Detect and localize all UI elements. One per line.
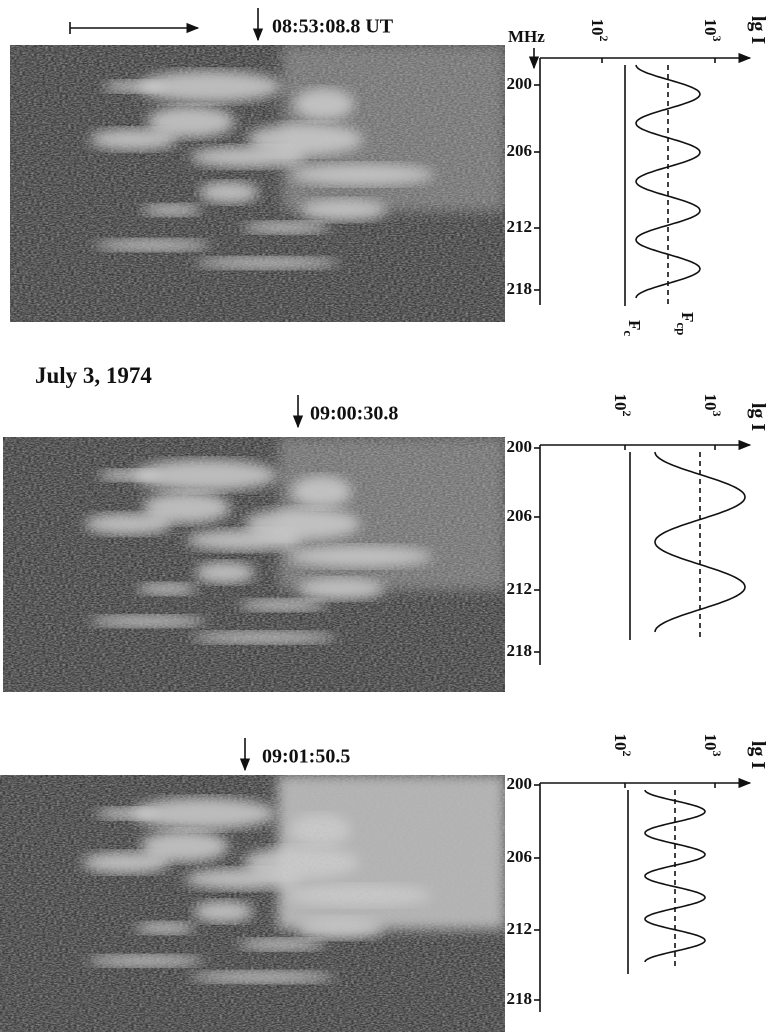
profile-curve [635,64,701,299]
time-label: 09:01:50.5 [262,746,350,768]
freq-tick-label: 218 [507,641,533,660]
curve-label: Fcp [674,312,697,335]
freq-tick-label: 218 [507,989,533,1008]
tick-exp: 2 [620,411,634,417]
tick-exp: 3 [710,36,724,42]
tick-base: 10 [701,734,720,751]
freq-tick-label: 200 [507,74,533,93]
freq-tick-label: 212 [507,217,533,236]
freq-tick-label: 200 [507,774,533,793]
time-label: 09:00:30.8 [310,403,398,425]
curve-label-sub: c [621,330,636,336]
tick-base: 10 [611,734,630,751]
intensity-label: lg I [747,741,768,770]
curve-label-sub: cp [674,322,689,335]
tick-exp: 2 [620,751,634,757]
tick-exp: 2 [597,36,611,42]
intensity-tick-label: 103 [701,394,724,417]
intensity-label: lg I [747,403,768,432]
spectrogram [0,775,505,1032]
tick-base: 10 [701,19,720,36]
freq-tick-label: 200 [507,437,533,456]
grain [10,45,505,322]
curve-label: Fc [621,320,644,336]
tick-base: 10 [588,19,607,36]
freq-tick-label: 212 [507,579,533,598]
intensity-tick-label: 102 [611,394,634,417]
tick-exp: 3 [710,751,724,757]
freq-tick-label: 212 [507,919,533,938]
freq-tick-label: 218 [507,279,533,298]
tick-base: 10 [701,394,720,411]
intensity-tick-label: 103 [701,734,724,757]
intensity-label: lg I [747,16,768,45]
tick-exp: 3 [710,411,724,417]
grain [0,775,505,1032]
grain [3,437,505,692]
intensity-tick-label: 103 [701,19,724,42]
spectrogram [10,45,505,322]
spectrogram [3,437,505,692]
intensity-tick-label: 102 [588,19,611,42]
freq-tick-label: 206 [507,141,533,160]
curve-label-base: F [625,320,644,330]
profile-curve [654,451,746,633]
freq-unit: MHz [508,27,545,46]
freq-tick-label: 206 [507,506,533,525]
curve-label-base: F [678,312,697,322]
freq-tick-label: 206 [507,847,533,866]
tick-base: 10 [611,394,630,411]
date: July 3, 1974 [35,363,152,388]
profile-curve [644,789,706,963]
intensity-tick-label: 102 [611,734,634,757]
time-label: 08:53:08.8 UT [272,16,394,38]
